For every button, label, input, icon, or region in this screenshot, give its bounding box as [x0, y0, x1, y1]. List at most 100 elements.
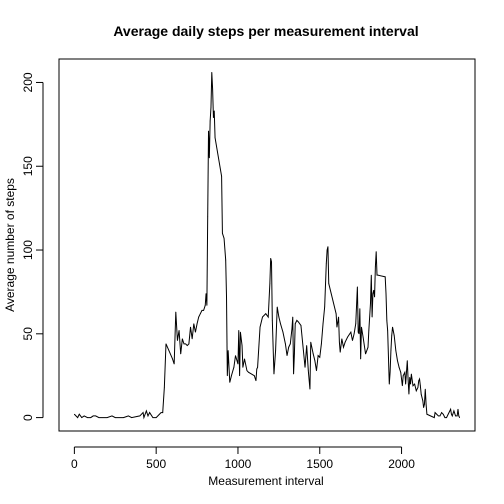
data-point	[388, 356, 389, 358]
data-point	[159, 413, 160, 415]
data-point	[459, 417, 461, 418]
data-point	[172, 358, 173, 360]
data-point	[365, 353, 366, 355]
data-point	[404, 371, 406, 373]
data-point	[446, 417, 447, 418]
data-point	[207, 216, 209, 217]
data-point	[208, 157, 210, 159]
data-point	[338, 316, 339, 318]
data-point	[213, 117, 214, 119]
data-point	[312, 353, 314, 355]
data-point	[165, 343, 167, 345]
data-point	[387, 330, 389, 331]
x-axis: 0 500 1000 1500 2000	[71, 446, 415, 471]
data-point	[257, 366, 258, 368]
data-point	[325, 263, 327, 264]
data-point	[226, 375, 228, 377]
data-point	[209, 120, 211, 122]
y-axis-label: Average number of steps	[3, 178, 17, 312]
data-point	[237, 363, 239, 365]
data-point	[226, 296, 227, 298]
data-point	[304, 366, 306, 368]
data-point	[350, 331, 352, 333]
data-point	[326, 249, 328, 251]
data-point	[384, 276, 386, 278]
data-point	[73, 413, 75, 415]
data-point	[173, 363, 175, 365]
data-point	[451, 413, 452, 415]
data-point	[410, 383, 411, 385]
data-point	[406, 360, 408, 362]
data-point	[208, 130, 209, 132]
data-point	[455, 415, 456, 417]
data-point	[391, 335, 393, 336]
data-point	[222, 232, 223, 234]
data-point	[139, 415, 141, 417]
data-point	[188, 343, 190, 345]
data-point	[352, 340, 353, 341]
data-points	[73, 72, 461, 418]
data-point	[361, 326, 362, 328]
data-point	[206, 304, 208, 306]
data-point	[276, 306, 278, 308]
data-point	[244, 358, 245, 360]
data-point	[183, 343, 185, 345]
data-point	[343, 346, 344, 348]
data-point	[398, 366, 400, 368]
data-point	[368, 330, 370, 331]
data-point	[306, 345, 308, 346]
data-point	[393, 335, 395, 336]
series-line	[74, 72, 461, 420]
data-point	[447, 413, 449, 415]
data-point	[78, 413, 80, 415]
data-point	[418, 380, 420, 382]
data-point	[175, 311, 177, 313]
data-point	[451, 415, 453, 417]
data-point	[114, 417, 116, 418]
data-point	[227, 350, 229, 351]
data-point	[181, 338, 183, 340]
chart-title: Average daily steps per measurement inte…	[113, 23, 418, 39]
data-point	[341, 338, 343, 340]
x-tick-label: 500	[146, 457, 166, 471]
data-point	[265, 313, 267, 315]
data-point	[309, 388, 311, 390]
data-point	[371, 316, 373, 318]
data-point	[142, 412, 144, 413]
data-point	[405, 383, 407, 385]
data-point	[270, 258, 272, 259]
data-point	[357, 331, 359, 333]
data-point	[395, 350, 397, 351]
x-tick-label: 0	[71, 457, 78, 471]
data-point	[223, 237, 225, 239]
data-point	[437, 415, 439, 417]
data-point	[347, 336, 348, 338]
data-point	[453, 410, 455, 412]
data-point	[294, 353, 295, 355]
data-point	[271, 261, 272, 263]
data-point	[282, 331, 284, 333]
data-point	[433, 417, 435, 418]
data-point	[377, 274, 379, 276]
data-point	[436, 413, 438, 415]
data-point	[123, 417, 124, 418]
data-point	[424, 403, 425, 405]
data-point	[195, 331, 196, 333]
data-point	[401, 385, 403, 387]
data-point	[434, 412, 436, 413]
data-point	[367, 346, 369, 348]
x-tick-label: 1500	[306, 457, 333, 471]
data-point	[275, 350, 276, 351]
data-point	[87, 417, 88, 418]
data-point	[303, 350, 304, 351]
y-tick-label: 50	[21, 327, 35, 341]
data-point	[441, 412, 443, 413]
data-point	[444, 417, 446, 418]
data-point	[177, 340, 178, 341]
data-point	[185, 343, 187, 345]
data-point	[376, 274, 378, 276]
data-point	[235, 355, 236, 356]
data-point	[127, 415, 129, 417]
data-point	[267, 316, 269, 318]
data-point	[338, 341, 340, 343]
